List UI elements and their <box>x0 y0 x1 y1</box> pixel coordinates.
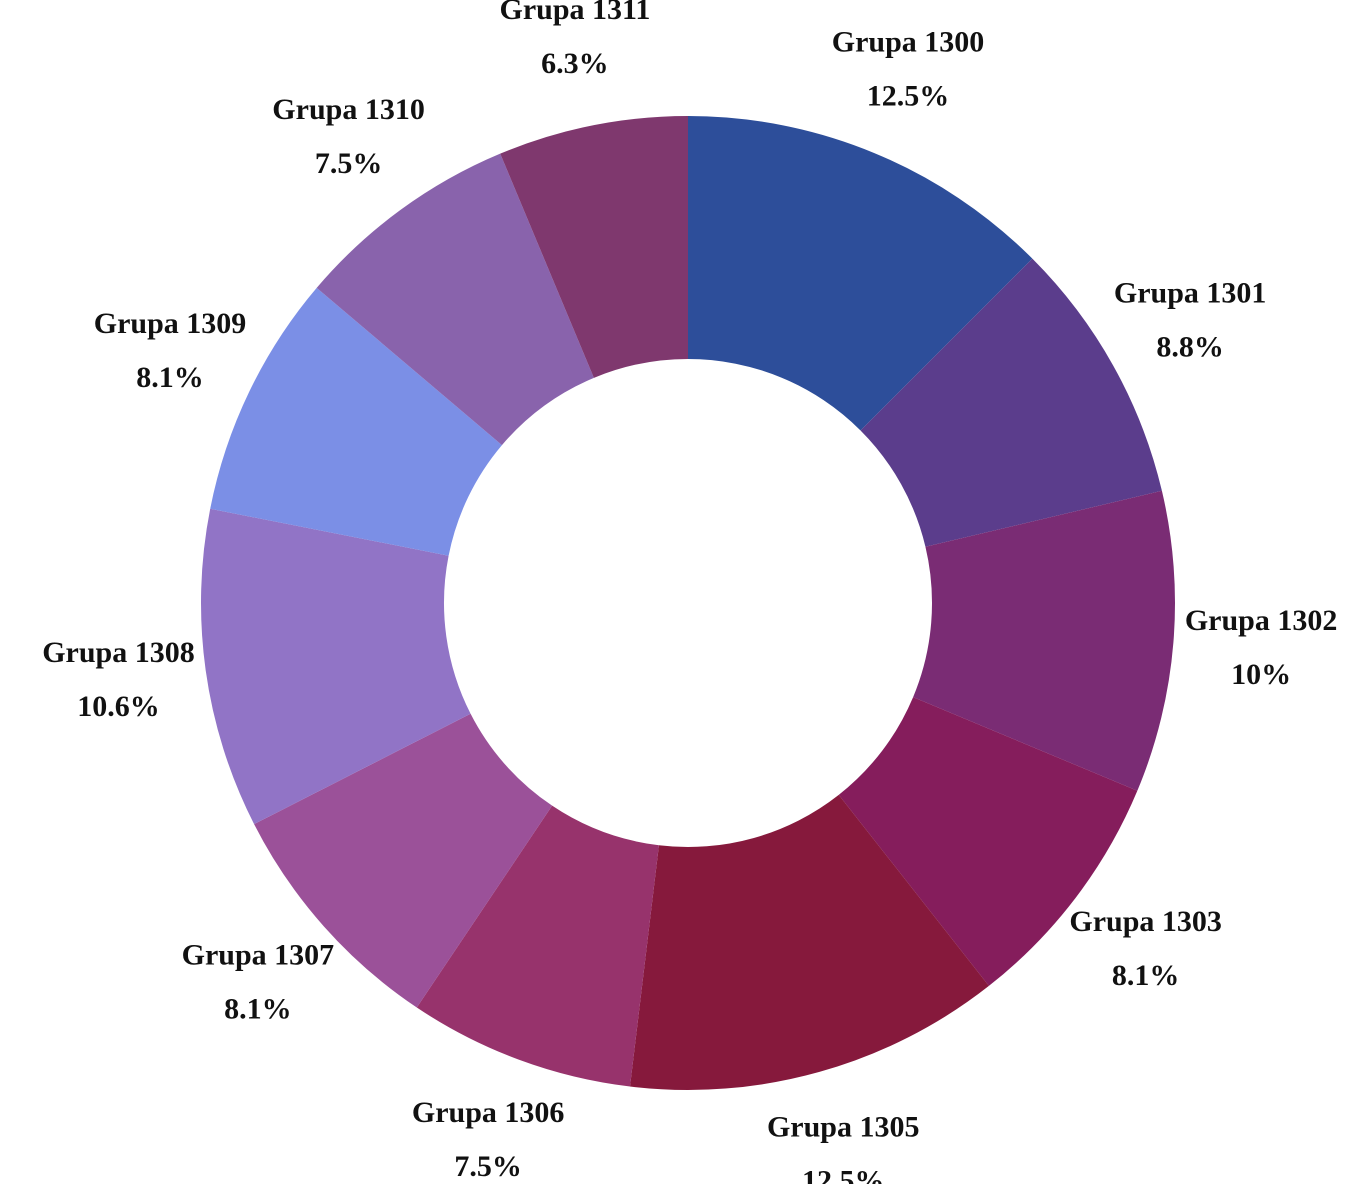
slice-value-label: 10% <box>1231 658 1291 691</box>
donut-slice <box>500 116 688 378</box>
slice-value-label: 7.5% <box>315 147 383 180</box>
slice-label: Grupa 1310 <box>272 93 425 126</box>
donut-slice <box>860 258 1162 547</box>
donut-slice <box>200 508 471 825</box>
slice-value-label: 12.5% <box>802 1165 885 1184</box>
donut-slice <box>210 287 502 556</box>
slice-label: Grupa 1309 <box>94 307 247 340</box>
slice-label: Grupa 1303 <box>1069 905 1222 938</box>
donut-slice <box>316 153 594 446</box>
slice-label: Grupa 1311 <box>499 0 650 26</box>
slice-value-label: 8.1% <box>1112 959 1180 992</box>
donut-slice <box>629 794 989 1090</box>
slice-value-label: 8.8% <box>1156 331 1224 364</box>
slice-value-label: 8.1% <box>224 992 292 1025</box>
slice-value-label: 10.6% <box>77 690 160 723</box>
slice-label: Grupa 1302 <box>1185 604 1338 637</box>
donut-slice <box>688 116 1033 431</box>
slice-label: Grupa 1306 <box>412 1096 565 1129</box>
slice-value-label: 12.5% <box>867 80 950 113</box>
slice-value-label: 7.5% <box>454 1150 522 1183</box>
slice-label: Grupa 1305 <box>767 1111 920 1144</box>
donut-slice <box>913 490 1175 791</box>
donut-slice <box>254 713 553 1008</box>
slice-value-label: 8.1% <box>136 361 204 394</box>
slice-label: Grupa 1308 <box>42 636 195 669</box>
donut-slice <box>838 697 1138 986</box>
slice-value-label: 6.3% <box>541 47 609 80</box>
slice-label: Grupa 1307 <box>182 938 335 971</box>
donut-slice <box>416 805 659 1087</box>
slice-label: Grupa 1300 <box>832 26 985 59</box>
slice-label: Grupa 1301 <box>1114 277 1267 310</box>
